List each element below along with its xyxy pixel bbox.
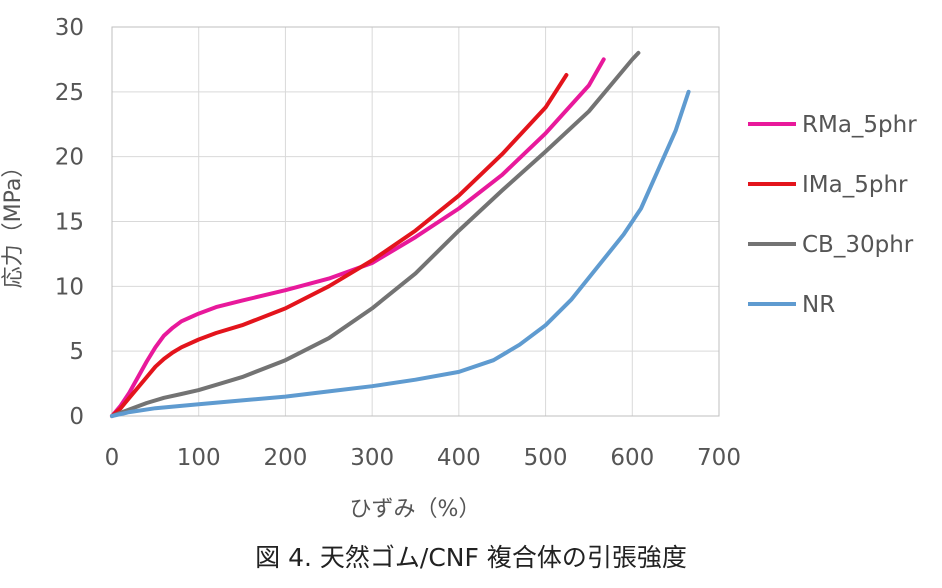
x-axis-ticks: 0 100 200 300 400 500 600 700 (105, 445, 741, 471)
y-axis-title: 応力（MPa） (1, 156, 26, 289)
y-tick-label: 20 (55, 145, 84, 171)
y-axis-ticks: 0 5 10 15 20 25 30 (55, 15, 84, 430)
legend-label: NR (802, 292, 835, 318)
y-tick-label: 30 (55, 15, 84, 41)
y-tick-label: 0 (69, 404, 84, 430)
legend-label: CB_30phr (802, 232, 914, 258)
legend: RMa_5phr IMa_5phr CB_30phr NR (748, 112, 917, 318)
legend-label: RMa_5phr (802, 112, 917, 138)
figure-caption: 図 4. 天然ゴム/CNF 複合体の引張強度 (255, 543, 687, 572)
x-tick-label: 0 (105, 445, 120, 471)
x-tick-label: 500 (524, 445, 568, 471)
y-tick-label: 10 (55, 274, 84, 300)
legend-label: IMa_5phr (802, 172, 908, 198)
y-tick-label: 5 (69, 339, 84, 365)
x-tick-label: 700 (697, 445, 741, 471)
series-line-cb-30phr (110, 50, 641, 418)
y-tick-label: 15 (55, 210, 84, 236)
plot-area (111, 26, 720, 417)
x-tick-label: 200 (263, 445, 307, 471)
x-tick-label: 300 (350, 445, 394, 471)
y-tick-label: 25 (55, 80, 84, 106)
series-line-ima-5phr (110, 73, 569, 418)
x-axis-title: ひずみ（%） (350, 497, 481, 522)
gridlines (111, 26, 720, 417)
x-tick-label: 400 (437, 445, 481, 471)
x-tick-label: 100 (177, 445, 221, 471)
series-lines (110, 50, 691, 418)
x-tick-label: 600 (610, 445, 654, 471)
series-line-nr (110, 89, 691, 418)
series-line-rma-5phr (110, 57, 606, 418)
